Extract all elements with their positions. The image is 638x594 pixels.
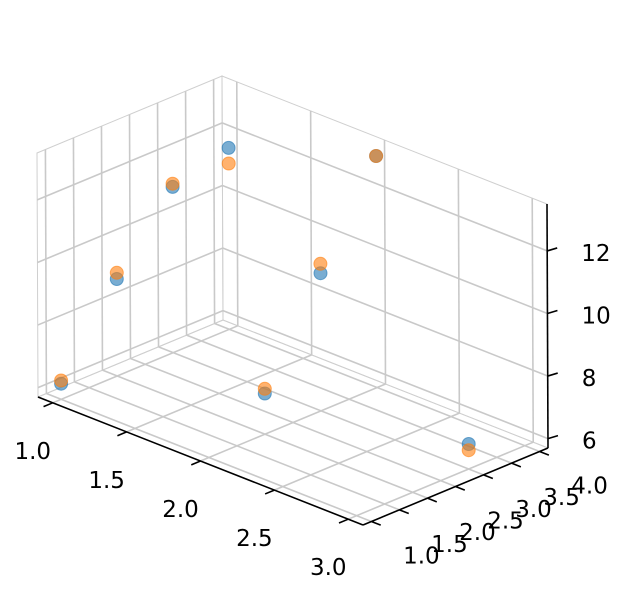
x-tick-label: 2.5 xyxy=(236,526,273,552)
y-gridline-floor xyxy=(74,381,400,511)
y-gridline-left xyxy=(184,91,188,336)
tick-labels: 1.01.52.02.53.0 1.01.52.02.53.03.54.06810… xyxy=(14,241,610,581)
data-point xyxy=(54,373,69,388)
x-tick-mark xyxy=(264,489,275,495)
x-tick-mark xyxy=(338,518,349,524)
y-gridline-left xyxy=(212,79,216,324)
z-gridline-left xyxy=(36,122,223,201)
y-tick-mark xyxy=(399,509,410,515)
y-tick-mark xyxy=(371,520,382,526)
y-gridline-floor xyxy=(102,369,428,499)
y-tick-mark xyxy=(427,497,438,503)
y-gridline-left xyxy=(100,126,104,371)
y-tick-label: 3.0 xyxy=(515,497,552,523)
x-tick-label: 2.0 xyxy=(162,497,199,523)
z-gridline-left xyxy=(37,184,223,264)
z-gridline-back xyxy=(222,184,548,315)
z-gridline-back xyxy=(221,122,548,252)
x-tick-label: 1.0 xyxy=(14,439,51,465)
x-tick-label: 3.0 xyxy=(310,555,347,581)
axis-panes xyxy=(36,75,550,526)
y-gridline-left xyxy=(72,137,76,382)
x-gridline-back xyxy=(309,110,313,355)
y-tick-label: 1.5 xyxy=(431,532,468,558)
x-gridline-back xyxy=(235,81,239,326)
y-gridline-floor xyxy=(158,346,484,476)
data-point xyxy=(109,265,124,280)
y-tick-label: 1.0 xyxy=(403,544,440,570)
data-point xyxy=(313,256,328,271)
x-tick-mark xyxy=(190,460,201,466)
data-point xyxy=(369,149,384,163)
z-tick-label: 10 xyxy=(581,303,610,329)
y-tick-mark xyxy=(539,450,550,456)
x-gridline-back xyxy=(383,139,387,385)
left-pane xyxy=(36,75,224,398)
y-tick-mark xyxy=(483,474,494,480)
z-tick-label: 8 xyxy=(582,366,597,392)
y-gridline-left xyxy=(44,149,48,394)
z-tick-label: 6 xyxy=(582,429,597,455)
data-point xyxy=(461,443,476,458)
x-tick-mark xyxy=(43,402,54,408)
z-tick-mark xyxy=(546,247,558,252)
y-gridline-floor xyxy=(46,392,372,523)
z-gridline-back xyxy=(222,309,549,440)
x-gridline-back xyxy=(457,169,461,414)
data-point xyxy=(165,176,180,191)
x-gridline-back xyxy=(531,198,535,443)
z-tick-mark xyxy=(547,309,558,315)
y-gridline-left xyxy=(128,114,132,359)
y-gridline-floor xyxy=(186,334,512,464)
y-gridline-left xyxy=(156,102,160,347)
y-tick-label: 2.0 xyxy=(459,520,496,546)
z-axis-line xyxy=(546,203,549,449)
z-tick-mark xyxy=(547,434,559,440)
x-tick-label: 1.5 xyxy=(88,468,125,494)
y-gridline-floor xyxy=(130,357,456,488)
axis-lines xyxy=(37,203,559,526)
y-gridline-floor xyxy=(214,322,540,453)
y-tick-mark xyxy=(511,462,522,468)
z-gridline-left xyxy=(37,247,224,326)
y-tick-label: 3.5 xyxy=(543,485,580,511)
z-gridline-back xyxy=(222,247,548,377)
data-point xyxy=(221,156,236,171)
x-tick-mark xyxy=(117,431,127,437)
y-tick-label: 2.5 xyxy=(487,509,524,535)
data-point xyxy=(257,381,272,396)
y-tick-mark xyxy=(455,485,466,491)
y-tick-label: 4.0 xyxy=(571,474,608,500)
data-point xyxy=(221,140,236,155)
z-gridline-left xyxy=(37,309,224,389)
z-tick-label: 12 xyxy=(581,241,610,267)
z-tick-mark xyxy=(547,372,558,377)
gridlines xyxy=(36,79,549,523)
data-points xyxy=(54,140,476,458)
